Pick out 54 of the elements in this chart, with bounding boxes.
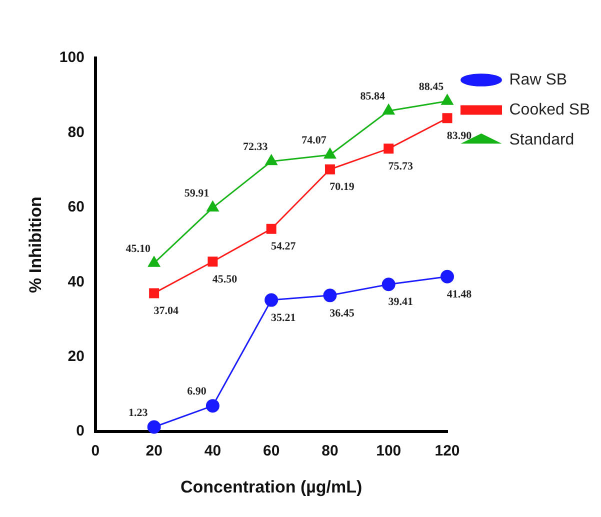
- data-label: 45.50: [212, 273, 238, 286]
- point: [264, 293, 278, 307]
- data-label: 35.21: [270, 312, 296, 324]
- point: [147, 420, 161, 434]
- x-tick-label: 40: [204, 442, 222, 460]
- legend-label: Cooked SB: [509, 101, 590, 118]
- data-label: 36.45: [330, 307, 355, 320]
- data-label: 83.90: [446, 130, 472, 142]
- point: [149, 288, 160, 298]
- data-label: 70.19: [330, 181, 355, 194]
- y-axis-title: % Inhibition: [26, 196, 45, 293]
- legend-label: Raw SB: [509, 71, 568, 88]
- y-tick-label: 60: [68, 198, 84, 216]
- point: [440, 270, 454, 284]
- x-tick-label: 80: [322, 442, 338, 460]
- x-axis-title: Concentration (µg/mL): [180, 477, 362, 496]
- data-label: 75.73: [388, 160, 414, 173]
- point: [323, 288, 337, 302]
- data-label: 74.07: [302, 134, 327, 147]
- legend-label: Standard: [509, 131, 574, 148]
- y-tick-label: 40: [68, 273, 84, 290]
- point: [208, 256, 218, 267]
- point: [266, 224, 276, 234]
- x-tick-label: 20: [146, 442, 162, 460]
- point: [148, 256, 160, 267]
- data-label: 72.33: [242, 141, 268, 154]
- point: [382, 278, 396, 292]
- x-tick-label: 0: [91, 442, 100, 460]
- data-label: 54.27: [270, 240, 296, 253]
- data-label: 45.10: [126, 242, 151, 255]
- data-label: 37.04: [154, 305, 179, 318]
- point: [206, 399, 220, 413]
- y-tick-label: 20: [68, 348, 84, 366]
- data-label: 88.45: [418, 80, 444, 93]
- data-label: 39.41: [388, 296, 413, 308]
- point: [382, 104, 395, 115]
- y-tick-label: 100: [59, 49, 84, 66]
- point: [441, 94, 454, 105]
- data-label: 6.90: [187, 386, 207, 398]
- point: [206, 201, 219, 212]
- data-label: 41.48: [446, 288, 472, 300]
- x-tick-label: 60: [262, 442, 280, 460]
- point: [324, 148, 336, 159]
- point: [324, 164, 335, 174]
- data-label: 1.23: [128, 406, 148, 419]
- x-tick-label: 120: [434, 442, 460, 460]
- y-tick-label: 0: [76, 422, 84, 440]
- point: [265, 154, 278, 166]
- point: [442, 113, 452, 124]
- data-label: 85.84: [360, 90, 386, 103]
- point: [384, 144, 394, 154]
- y-tick-label: 80: [68, 124, 84, 141]
- x-tick-label: 100: [376, 442, 402, 460]
- data-label: 59.91: [184, 188, 210, 200]
